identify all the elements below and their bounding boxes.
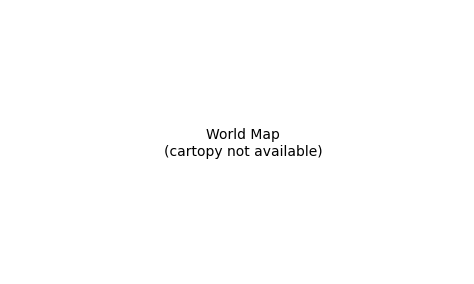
Text: World Map
(cartopy not available): World Map (cartopy not available) (164, 128, 322, 158)
